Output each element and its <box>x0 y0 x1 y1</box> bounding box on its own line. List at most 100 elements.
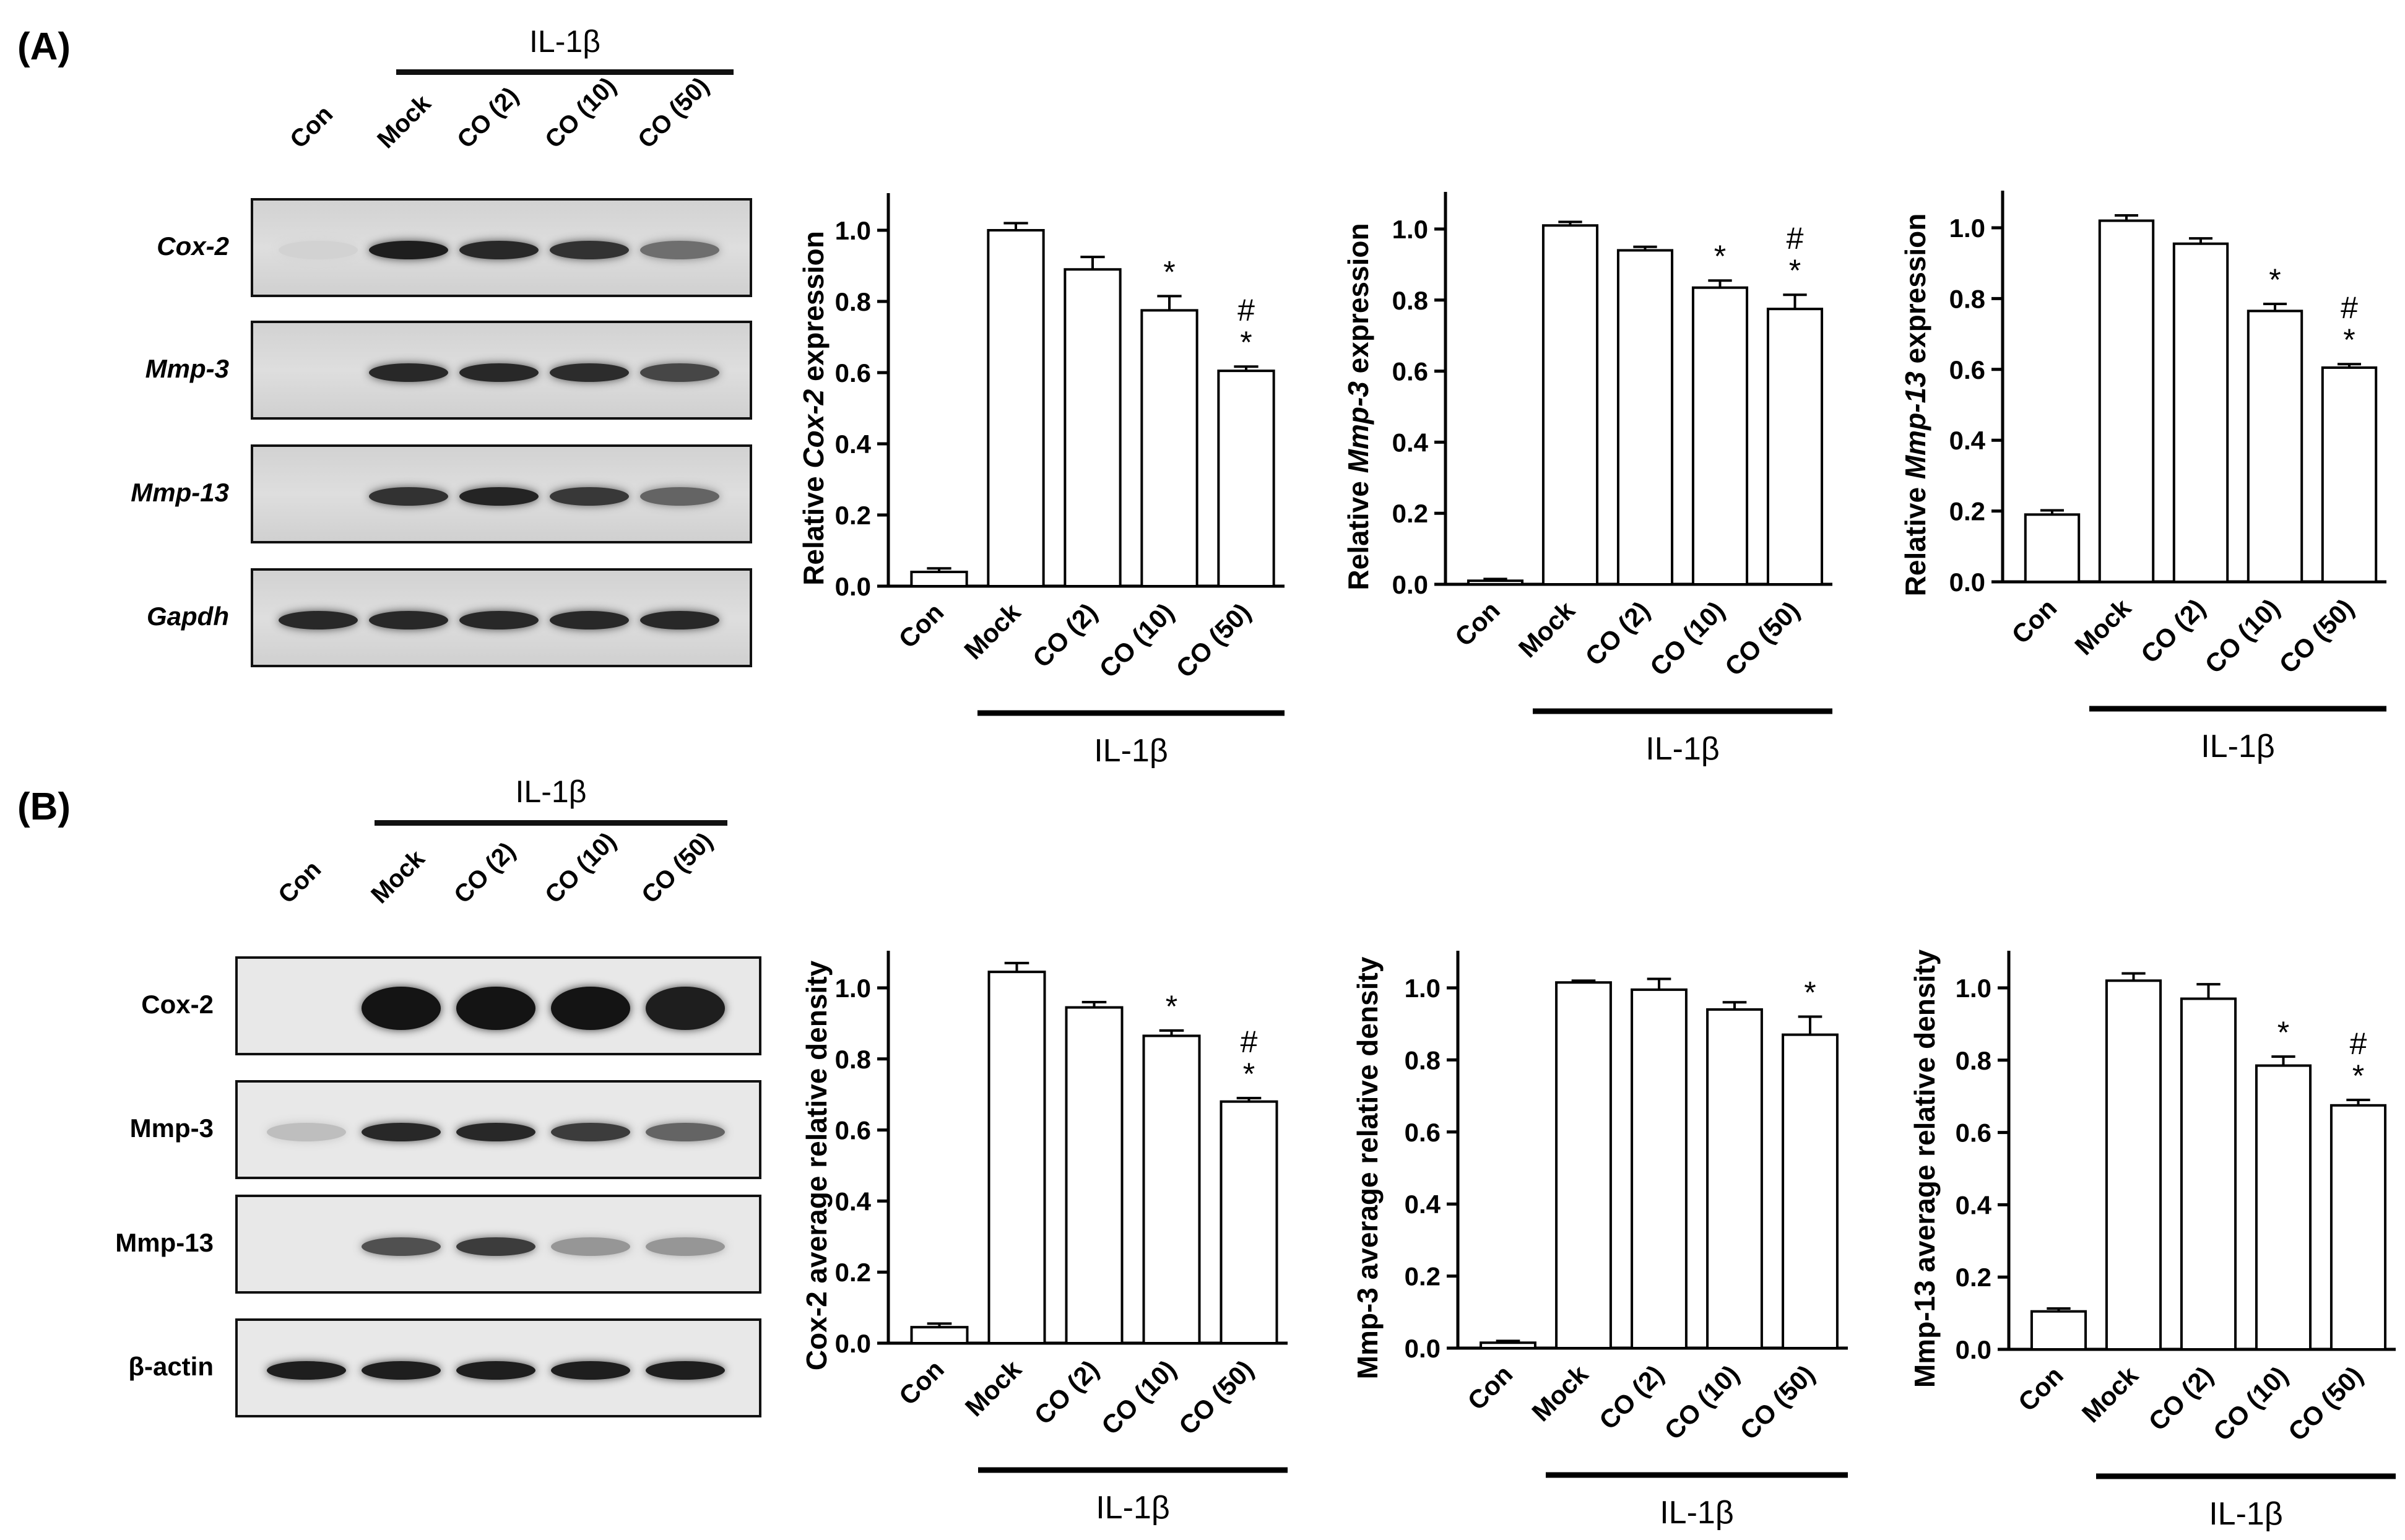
gel-band <box>369 363 449 382</box>
x-tick-label: CO (50) <box>1171 597 1257 683</box>
treatment-label: IL-1β <box>2201 729 2275 764</box>
y-tick-label: 0.0 <box>835 572 871 601</box>
bar <box>2321 366 2378 583</box>
x-tick-label: CO (50) <box>2274 593 2360 679</box>
lane-label: Con <box>285 100 339 154</box>
gel-band <box>369 241 449 259</box>
lane-label: CO (50) <box>633 72 714 154</box>
significance-mark: * <box>2352 1058 2364 1093</box>
bar <box>1631 988 1688 1350</box>
gel-image <box>235 1080 761 1179</box>
significance-mark: * <box>1804 975 1816 1010</box>
y-tick-label: 0.2 <box>1956 1263 1991 1292</box>
x-tick-label: CO (10) <box>1094 597 1180 683</box>
y-tick-label: 0.2 <box>1405 1262 1441 1291</box>
gel-band <box>639 241 719 259</box>
y-tick-label: 0.0 <box>1956 1335 1991 1364</box>
gel-band <box>550 1123 630 1141</box>
bar <box>2255 1064 2312 1351</box>
gel-band <box>550 1361 630 1380</box>
bar <box>987 229 1045 587</box>
x-tick-label: CO (10) <box>1096 1354 1182 1440</box>
x-tick-label: CO (10) <box>1659 1359 1745 1445</box>
gel-band <box>361 987 441 1030</box>
bar <box>2030 1310 2087 1351</box>
y-tick-label: 0.2 <box>835 501 871 530</box>
gel-band <box>266 1123 346 1141</box>
blot-row-label: Cox-2 <box>157 231 229 261</box>
gel-band <box>645 1237 725 1256</box>
bar <box>2180 997 2237 1351</box>
gel-image <box>235 1195 761 1294</box>
x-tick-label: CO (2) <box>1029 1354 1104 1430</box>
y-tick-label: 0.4 <box>1956 1190 1992 1219</box>
bar <box>910 571 968 587</box>
gel-band <box>645 1361 725 1380</box>
significance-mark: * <box>2269 262 2281 297</box>
significance-mark: # <box>2350 1026 2367 1061</box>
bar <box>1142 1034 1201 1344</box>
treatment-label: IL-1β <box>1094 733 1168 769</box>
treatment-label: IL-1β <box>2209 1496 2283 1532</box>
gel-band <box>549 241 629 259</box>
significance-mark: # <box>1237 293 1255 327</box>
y-axis-label: Relative Cox-2 expression <box>797 231 830 586</box>
gel-band <box>549 487 629 506</box>
x-tick-label: Mock <box>2069 593 2137 661</box>
y-tick-label: 0.4 <box>835 430 872 459</box>
bar <box>2172 242 2229 583</box>
x-tick-label: Con <box>893 597 949 654</box>
y-axis-label: Mmp-3 average relative density <box>1351 956 1384 1379</box>
treatment-bar <box>396 69 734 75</box>
bar <box>1782 1033 1839 1350</box>
gel-band <box>279 241 358 259</box>
y-tick-label: 1.0 <box>1405 974 1441 1003</box>
x-tick-label: CO (2) <box>1027 597 1103 673</box>
y-tick-label: 0.4 <box>835 1187 872 1216</box>
blot-row-label: Gapdh <box>147 602 229 631</box>
gel-band <box>639 363 719 382</box>
gel-band <box>639 611 719 629</box>
lane-label: Mock <box>366 844 430 909</box>
bar <box>1467 579 1524 586</box>
lane-label: CO (2) <box>449 837 521 909</box>
significance-mark: * <box>1243 1057 1255 1091</box>
y-axis-label: Relative Mmp-3 expression <box>1342 223 1374 590</box>
treatment-label: IL-1β <box>1096 1490 1170 1526</box>
gel-band <box>459 611 539 629</box>
y-tick-label: 0.0 <box>1405 1334 1441 1363</box>
bar <box>1140 309 1198 587</box>
blot-row-label: β-actin <box>128 1352 214 1381</box>
bar <box>2247 309 2303 583</box>
treatment-label: IL-1β <box>529 24 600 59</box>
x-tick-label: CO (2) <box>2143 1360 2219 1436</box>
lane-label: CO (50) <box>636 827 718 909</box>
y-tick-label: 0.4 <box>1949 426 1986 455</box>
lane-label: CO (10) <box>540 72 622 154</box>
y-tick-label: 1.0 <box>1949 214 1985 243</box>
x-tick-label: Con <box>2006 593 2062 649</box>
lane-label: Mock <box>372 89 436 154</box>
gel-band <box>459 363 539 382</box>
gel-band <box>361 1123 441 1141</box>
x-tick-label: Con <box>1449 595 1506 652</box>
significance-mark: * <box>1163 254 1175 289</box>
x-tick-label: CO (50) <box>1173 1354 1259 1440</box>
gel-band <box>361 1361 441 1380</box>
x-tick-label: Con <box>2013 1360 2069 1417</box>
gel-band <box>645 987 725 1030</box>
panel-a-label: (A) <box>17 25 71 68</box>
gel-band <box>369 487 449 506</box>
gel-image <box>251 198 752 297</box>
bar <box>1616 249 1674 586</box>
significance-mark: # <box>2341 290 2358 325</box>
x-tick-label: Mock <box>960 1354 1028 1422</box>
gel-image <box>235 1318 761 1417</box>
x-tick-label: CO (10) <box>1644 595 1730 681</box>
gel-band <box>550 987 630 1030</box>
y-tick-label: 0.6 <box>1392 357 1428 386</box>
bar <box>1766 308 1824 586</box>
lane-label: CO (2) <box>452 82 524 154</box>
gel-band <box>266 1361 346 1380</box>
treatment-bar <box>375 820 727 826</box>
